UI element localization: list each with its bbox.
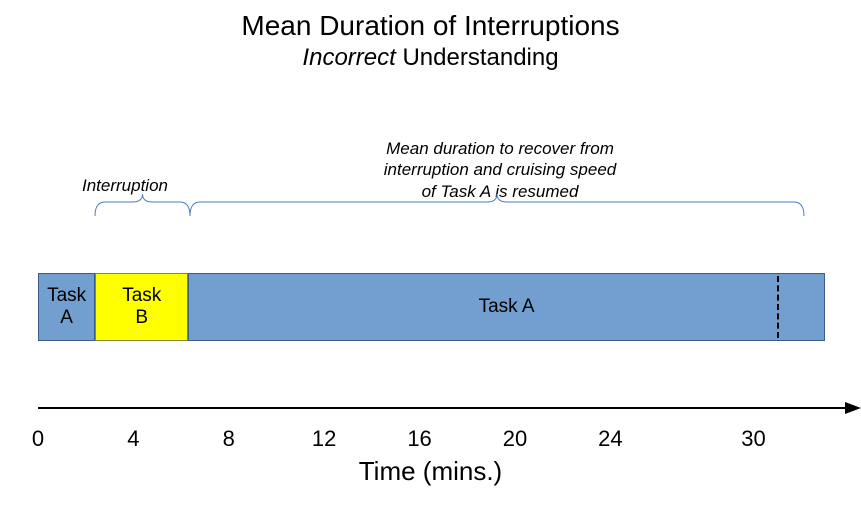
tick-0: 0	[32, 426, 44, 452]
tick-20: 20	[503, 426, 527, 452]
tick-16: 16	[407, 426, 431, 452]
tick-4: 4	[127, 426, 139, 452]
segment-task-a-after: Task A	[188, 273, 825, 341]
recovery-marker-dashed	[777, 276, 779, 338]
tick-24: 24	[598, 426, 622, 452]
timeline-bar: Task ATask BTask A	[38, 273, 825, 341]
tick-12: 12	[312, 426, 336, 452]
diagram-canvas: { "title": { "line1": "Mean Duration of …	[0, 0, 861, 509]
segment-task-a-before: Task A	[38, 273, 95, 341]
time-axis	[38, 398, 861, 428]
tick-8: 8	[223, 426, 235, 452]
axis-label: Time (mins.)	[0, 456, 861, 487]
tick-30: 30	[741, 426, 765, 452]
segment-task-b: Task B	[95, 273, 188, 341]
